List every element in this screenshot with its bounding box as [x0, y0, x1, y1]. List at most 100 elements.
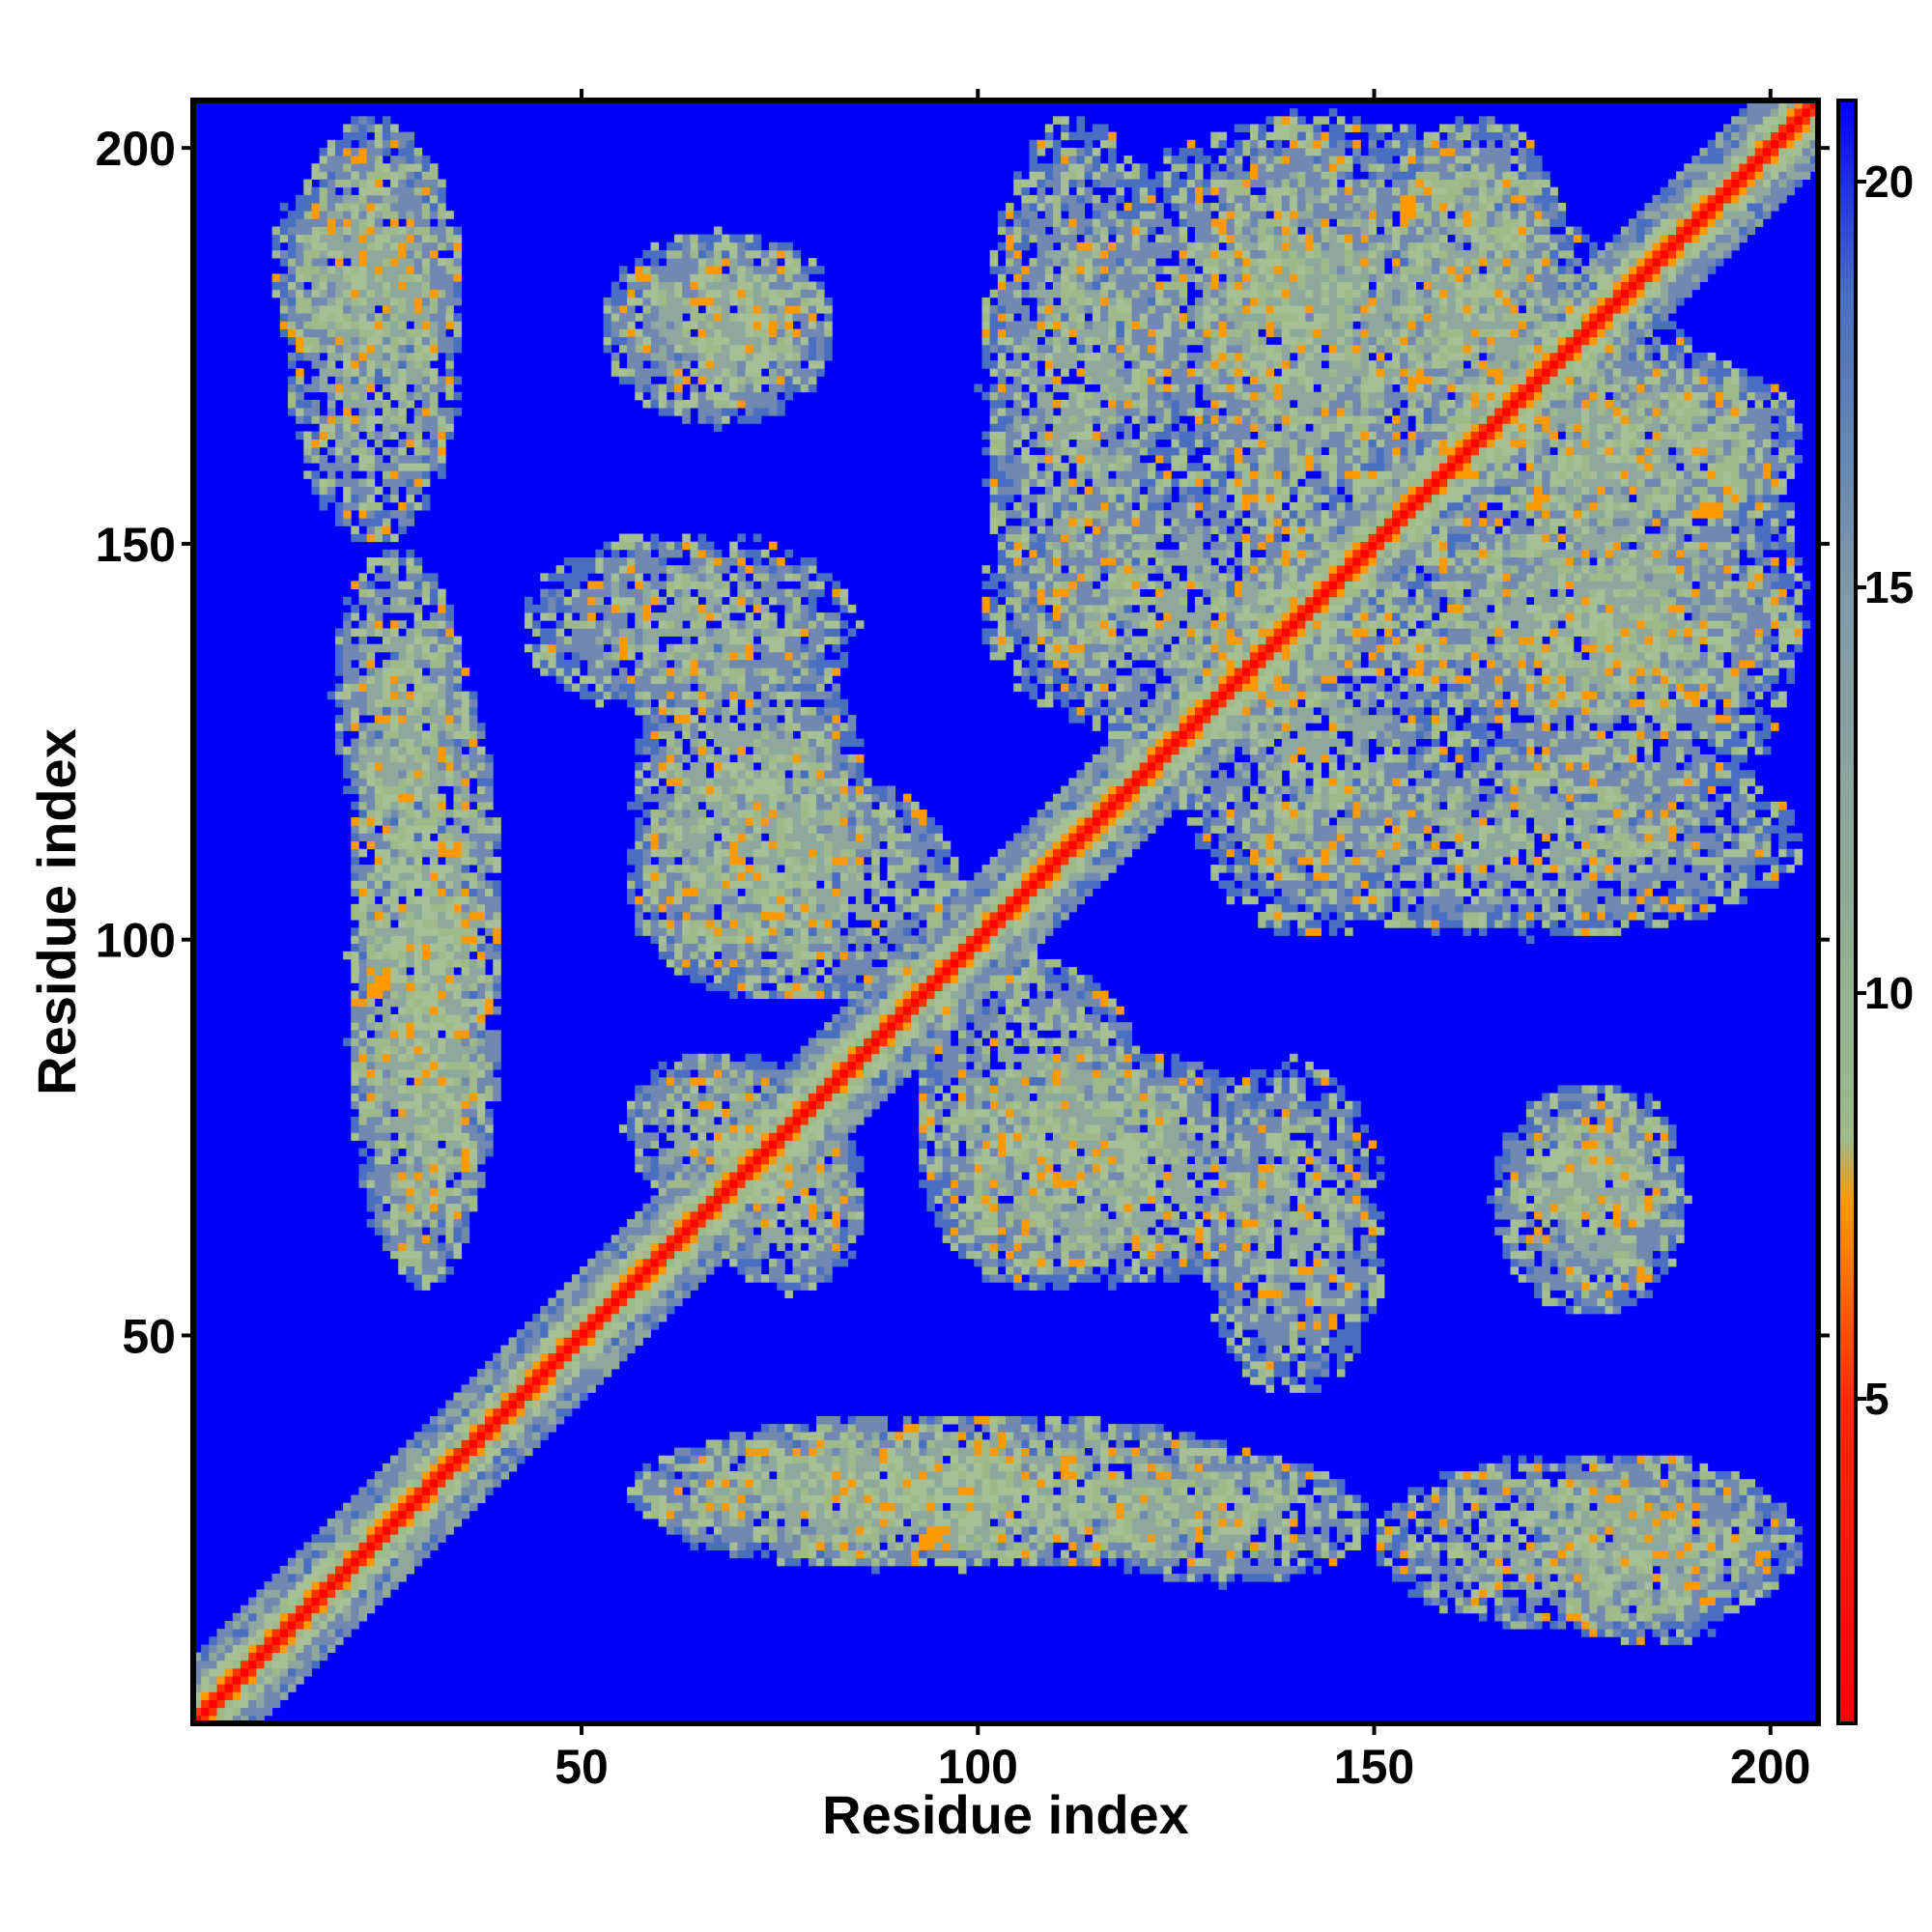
heatmap-cell — [1132, 1487, 1141, 1495]
heatmap-cell — [1636, 1605, 1645, 1614]
heatmap-cell — [358, 1598, 367, 1606]
heatmap-cell — [1795, 148, 1804, 156]
heatmap-cell — [398, 675, 407, 684]
heatmap-cell — [911, 1054, 920, 1063]
heatmap-cell — [343, 620, 352, 629]
heatmap-cell — [445, 1439, 454, 1448]
heatmap-cell — [311, 282, 320, 291]
heatmap-cell — [406, 1542, 414, 1550]
heatmap-cell — [1589, 1581, 1598, 1590]
heatmap-cell — [1187, 1542, 1196, 1550]
heatmap-cell — [296, 226, 304, 235]
heatmap-cell — [871, 1030, 880, 1038]
heatmap-cell — [414, 250, 423, 259]
heatmap-cell — [1526, 368, 1535, 377]
heatmap-cell — [1210, 1558, 1219, 1567]
heatmap-cell — [722, 1251, 730, 1260]
heatmap-cell — [1195, 730, 1204, 739]
heatmap-cell — [1132, 762, 1141, 771]
heatmap-cell — [1574, 329, 1582, 338]
heatmap-cell — [1661, 313, 1669, 322]
heatmap-cell — [241, 1629, 249, 1637]
heatmap-cell — [753, 1109, 762, 1118]
heatmap-cell — [1345, 510, 1353, 519]
heatmap-cell — [1163, 1574, 1172, 1582]
heatmap-cell — [1369, 550, 1378, 558]
heatmap-cell — [761, 1187, 770, 1196]
heatmap-cell — [358, 786, 367, 795]
heatmap-cell — [1558, 329, 1567, 338]
heatmap-cell — [753, 1132, 762, 1141]
heatmap-cell — [1187, 786, 1196, 795]
heatmap-cell — [1297, 557, 1306, 566]
heatmap-cell — [911, 1062, 920, 1070]
heatmap-cell — [580, 1346, 588, 1354]
heatmap-cell — [1013, 952, 1022, 960]
heatmap-cell — [509, 1463, 518, 1472]
heatmap-cell — [398, 802, 407, 810]
heatmap-cell — [1045, 904, 1054, 913]
heatmap-cell — [753, 1164, 762, 1173]
heatmap-cell — [864, 1022, 872, 1031]
heatmap-cell — [398, 723, 407, 731]
heatmap-cell — [1400, 502, 1408, 511]
heatmap-cell — [888, 1014, 896, 1023]
heatmap-cell — [335, 652, 344, 661]
heatmap-cell — [856, 1077, 865, 1086]
heatmap-cell — [1558, 345, 1567, 354]
heatmap-cell — [1739, 1566, 1747, 1575]
heatmap-cell — [1471, 502, 1480, 511]
heatmap-cell — [1053, 904, 1062, 913]
heatmap-cell — [414, 612, 423, 621]
heatmap-cell — [358, 810, 367, 818]
heatmap-cell — [383, 1574, 391, 1582]
heatmap-cell — [1297, 644, 1306, 653]
heatmap-cell — [1747, 1581, 1756, 1590]
heatmap-cell — [619, 1282, 628, 1291]
heatmap-cell — [1053, 920, 1062, 928]
heatmap-cell — [998, 865, 1007, 873]
heatmap-cell — [358, 652, 367, 661]
heatmap-cell — [698, 1243, 707, 1252]
heatmap-cell — [1369, 542, 1378, 551]
heatmap-cell — [1716, 1479, 1724, 1488]
heatmap-cell — [343, 1511, 352, 1520]
heatmap-cell — [469, 1463, 478, 1472]
heatmap-cell — [1597, 1487, 1605, 1495]
heatmap-cell — [540, 1377, 549, 1385]
heatmap-cell — [974, 896, 982, 905]
heatmap-cell — [414, 1558, 423, 1567]
heatmap-cell — [1432, 440, 1440, 448]
heatmap-cell — [966, 967, 975, 976]
heatmap-cell — [311, 1534, 320, 1543]
heatmap-cell — [1771, 203, 1779, 212]
heatmap-cell — [1636, 1629, 1645, 1637]
heatmap-cell — [911, 975, 920, 983]
heatmap-cell — [438, 1456, 446, 1464]
heatmap-cell — [1282, 1495, 1291, 1504]
heatmap-cell — [296, 273, 304, 282]
heatmap-cell — [580, 1337, 588, 1346]
heatmap-cell — [1684, 1613, 1692, 1622]
heatmap-cell — [1684, 180, 1692, 188]
heatmap-cell — [1116, 794, 1124, 803]
heatmap-cell — [398, 258, 407, 267]
heatmap-cell — [1006, 927, 1014, 936]
heatmap-cell — [958, 927, 967, 936]
heatmap-cell — [1629, 1550, 1637, 1559]
heatmap-cell — [611, 1321, 620, 1330]
heatmap-cell — [343, 226, 352, 235]
heatmap-cell — [1463, 423, 1472, 432]
heatmap-cell — [1006, 872, 1014, 881]
heatmap-cell — [311, 203, 320, 212]
heatmap-cell — [1653, 1629, 1662, 1637]
heatmap-cell — [398, 668, 407, 676]
heatmap-cell — [1455, 392, 1463, 401]
heatmap-cell — [951, 991, 959, 1000]
heatmap-cell — [406, 723, 414, 731]
heatmap-cell — [848, 1030, 857, 1038]
heatmap-cell — [1487, 384, 1495, 393]
heatmap-cell — [241, 1691, 249, 1700]
heatmap-cell — [358, 345, 367, 354]
heatmap-cell — [358, 597, 367, 606]
